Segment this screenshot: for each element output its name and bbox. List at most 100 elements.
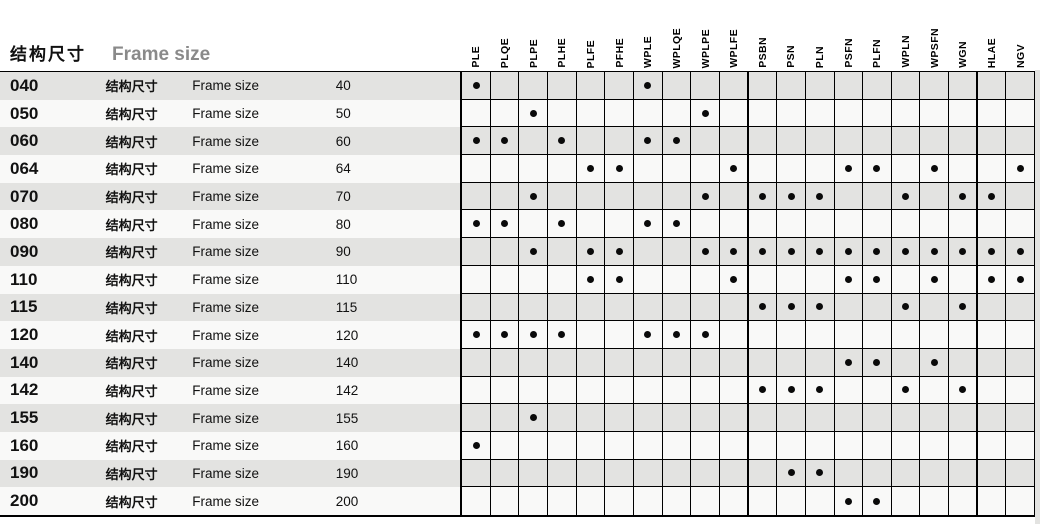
cell-190-ple — [462, 459, 491, 488]
cell-110-wplpe — [691, 265, 720, 294]
cell-064-plqe — [490, 155, 520, 183]
cell-090-wplqe — [662, 238, 692, 266]
column-header-wgn: WGN — [949, 0, 978, 71]
cell-070-wple — [634, 182, 663, 211]
cell-120-ngv — [1006, 321, 1035, 349]
availability-dot — [529, 109, 537, 117]
cell-110-wplqe — [662, 265, 692, 294]
availability-cells — [460, 487, 1035, 515]
cell-090-wpln — [891, 238, 921, 266]
cell-040-psn — [777, 72, 806, 100]
availability-dot — [529, 414, 537, 422]
table-row-120: 120 结构尺寸 Frame size 120 — [0, 321, 1035, 349]
frame-size-value: 70 — [335, 189, 351, 205]
frame-size-code: 050 — [10, 103, 39, 123]
frame-size-code: 080 — [10, 214, 39, 234]
cell-110-hlae — [977, 265, 1007, 294]
frame-size-value: 190 — [335, 465, 359, 481]
cell-040-plfn — [863, 72, 892, 100]
cell-070-wplqe — [662, 182, 692, 211]
cell-155-wplpe — [691, 404, 720, 432]
cell-200-wplpe — [691, 487, 720, 515]
cell-155-ple — [462, 404, 491, 432]
row-label-en: Frame size — [192, 410, 260, 426]
cell-090-psn — [777, 238, 806, 266]
cell-200-pln — [806, 487, 835, 515]
cell-115-wplpe — [691, 293, 720, 322]
row-label-cn: 结构尺寸 — [105, 162, 158, 178]
availability-dot — [729, 275, 737, 283]
column-header-psn: PSN — [777, 0, 806, 71]
cell-050-wplqe — [662, 99, 692, 128]
availability-dot — [902, 303, 910, 311]
cell-090-ngv — [1006, 238, 1035, 266]
cell-200-ple — [462, 487, 491, 515]
availability-dot — [644, 81, 652, 89]
cell-120-plfn — [863, 321, 892, 349]
row-label-en: Frame size — [192, 133, 260, 149]
availability-dot — [672, 220, 680, 228]
availability-dot — [472, 441, 480, 449]
cell-140-wple — [634, 348, 663, 377]
cell-110-wplfe — [719, 265, 749, 294]
cell-050-wplfe — [719, 99, 749, 128]
cell-040-plpe — [519, 72, 549, 100]
frame-size-value: 120 — [335, 327, 359, 343]
cell-142-wplfe — [719, 376, 749, 405]
cell-200-psbn — [749, 487, 778, 515]
cell-080-psbn — [748, 210, 778, 239]
cell-080-wpsfn — [920, 210, 950, 239]
availability-cells — [460, 265, 1035, 294]
cell-064-hlae — [977, 155, 1007, 183]
column-header-label: PLFN — [871, 38, 884, 68]
cell-160-plfe — [576, 431, 606, 460]
availability-dot — [758, 247, 766, 255]
row-label-en: Frame size — [192, 493, 260, 509]
cell-142-pfhe — [605, 376, 635, 405]
frame-size-value: 200 — [335, 493, 359, 509]
availability-cells — [460, 238, 1035, 266]
cell-064-plpe — [519, 155, 549, 183]
row-label-en: Frame size — [192, 465, 260, 481]
cell-155-wple — [634, 404, 663, 432]
cell-120-wpln — [891, 321, 921, 349]
availability-dot — [529, 331, 537, 339]
cell-050-psfn — [834, 99, 864, 128]
availability-dot — [873, 358, 881, 366]
column-header-psfn: PSFN — [834, 0, 863, 71]
cell-160-plhe — [548, 431, 577, 460]
availability-dot — [758, 192, 766, 200]
cell-060-wplpe — [691, 127, 720, 156]
frame-size-code: 115 — [10, 297, 38, 317]
cell-115-pln — [805, 293, 835, 322]
column-header-ngv: NGV — [1006, 0, 1035, 71]
right-margin-strip — [1035, 70, 1040, 524]
cell-040-wplqe — [662, 72, 692, 100]
cell-120-plhe — [548, 321, 577, 349]
cell-140-pln — [805, 348, 835, 377]
availability-dot — [816, 303, 824, 311]
table-row-060: 060 结构尺寸 Frame size 60 — [0, 127, 1035, 156]
cell-120-psfn — [834, 321, 864, 349]
table-row-040: 040 结构尺寸 Frame size 40 — [0, 72, 1035, 100]
cell-142-plhe — [548, 376, 577, 405]
cell-050-plqe — [490, 99, 520, 128]
cell-070-pfhe — [605, 182, 635, 211]
cell-110-plhe — [548, 265, 577, 294]
availability-dot — [930, 358, 938, 366]
cell-050-plpe — [519, 99, 549, 128]
cell-050-wgn — [949, 99, 978, 128]
cell-110-pfhe — [605, 265, 635, 294]
frame-size-value: 155 — [335, 410, 359, 426]
availability-dot — [701, 331, 709, 339]
cell-090-plqe — [490, 238, 520, 266]
cell-064-psn — [777, 155, 806, 183]
availability-dot — [787, 303, 795, 311]
cell-200-wplqe — [663, 487, 692, 515]
availability-dot — [729, 247, 737, 255]
cell-120-wpsfn — [920, 321, 950, 349]
frame-size-value: 115 — [335, 299, 358, 315]
page-title-en: Frame size — [112, 44, 211, 65]
cell-050-psbn — [748, 99, 778, 128]
availability-cells — [460, 72, 1035, 100]
